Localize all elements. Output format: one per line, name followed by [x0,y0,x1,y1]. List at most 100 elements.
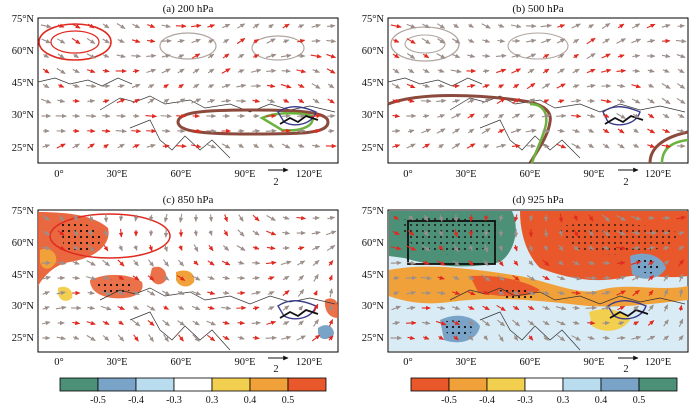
y-axis: 75°N 60°N 45°N 30°N 25°N [362,206,385,344]
wind-vector [407,335,416,341]
y-tick-label: 75°N [362,206,385,217]
wind-vector [602,245,610,250]
wind-vector [72,260,80,265]
wind-vector [146,305,156,311]
wind-vector [438,214,443,222]
wind-vector [406,38,416,44]
colorbar-tick-label: -0.4 [479,395,495,406]
wind-vector [206,143,217,149]
colorbar-925hpa: -0.5 -0.4 -0.3 0.3 0.4 0.5 [410,377,678,406]
wind-vector [163,244,168,252]
coastline [129,311,231,351]
wind-vector [116,53,126,59]
wind-vector [252,275,260,281]
wind-vector [327,215,336,221]
wind-vector [663,335,670,341]
wind-vector [327,23,336,29]
plateau-outline [277,106,317,126]
wind-vector [406,83,416,89]
wind-vector [484,215,489,222]
wind-vector [103,143,109,149]
wind-vector [162,128,171,134]
wind-vector [56,290,66,296]
key-region-box [407,220,496,265]
colorbar-tick-label: 0.4 [244,395,257,406]
x-axis: 0° 30°E 60°E 90°E 120°E [403,357,671,368]
wind-vector [587,260,596,265]
wind-vector [677,113,685,118]
wind-vector [467,53,476,59]
wind-vector [437,68,445,73]
wind-vector [499,215,504,222]
wind-vector [573,245,580,251]
reference-vector-label: 2 [623,177,628,188]
wind-vector [296,68,307,74]
wind-vector [177,54,185,59]
wind-vector [617,23,625,29]
wind-vector [282,305,290,311]
wind-vector [42,83,50,89]
wind-vector [163,83,169,89]
wind-vector [102,53,110,58]
coastline [129,119,231,159]
wind-vector [390,246,402,251]
y-tick-label: 45°N [362,78,385,89]
wind-vector [267,306,275,311]
wind-vector [131,319,141,327]
wind-vector [482,113,490,119]
wind-vector [510,128,522,134]
wind-vector [265,53,277,59]
wind-vector [56,38,66,44]
wind-vector [436,53,446,59]
wind-vector [298,320,304,326]
coastline [37,77,133,87]
wind-vector [482,290,490,295]
wind-vector [72,83,80,88]
wind-vector [602,320,610,326]
wind-vector [161,68,171,74]
wind-vector [102,113,111,119]
x-tick-label: 120°E [296,357,322,368]
wind-vector [41,230,51,236]
map-content [387,22,689,164]
wind-vector [41,320,51,326]
wind-vector [221,83,231,89]
wind-vector [481,23,491,29]
x-axis: 0° 30°E 60°E 90°E 120°E [54,357,322,368]
wind-vector [663,274,669,282]
vector-field [390,22,687,149]
wind-vector [452,320,460,326]
y-tick-label: 75°N [362,14,385,25]
wind-vector [134,214,139,222]
y-tick-label: 60°N [362,46,385,57]
wind-vector [222,275,230,280]
wind-vector [311,23,321,29]
wind-vector [616,38,626,44]
wind-vector [86,83,97,89]
wind-vector [267,98,276,103]
wind-vector [468,335,474,341]
y-tick-label: 45°N [12,78,35,89]
wind-vector [527,98,536,104]
wind-vector [208,39,215,44]
wind-vector [252,306,260,311]
x-axis: 0° 30°E 60°E 90°E 120°E [54,169,322,180]
wind-vector [421,244,431,252]
wind-vector [72,143,80,149]
wind-vector [556,113,567,119]
wind-vector [436,98,447,104]
wind-vector [266,113,277,119]
wind-vector [542,275,550,281]
wind-vector [311,83,321,89]
wind-vector [663,288,669,297]
wind-vector [207,305,215,310]
wind-vector [223,229,229,237]
circulation-ring [50,30,100,54]
colorbar-swatch [448,377,488,392]
wind-vector [646,23,656,29]
y-tick-label: 45°N [12,270,35,281]
wind-vector [631,98,641,104]
wind-vector [451,143,461,149]
wind-vector [601,290,611,296]
wind-vector [178,334,184,342]
